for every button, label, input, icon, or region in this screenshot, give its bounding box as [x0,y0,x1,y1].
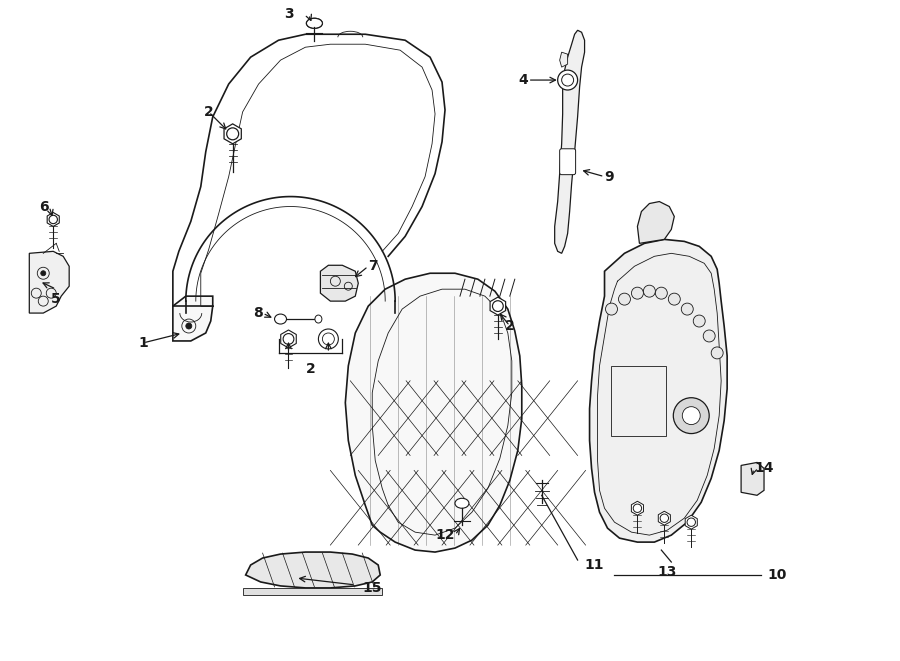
Circle shape [319,329,338,349]
Circle shape [693,315,706,327]
Polygon shape [560,52,568,67]
Circle shape [322,333,335,345]
Ellipse shape [306,19,322,28]
Text: 3: 3 [284,7,293,21]
Circle shape [681,303,693,315]
Text: 7: 7 [368,259,378,273]
Circle shape [185,323,192,329]
Polygon shape [741,463,764,495]
Text: 1: 1 [138,336,148,350]
Text: 11: 11 [585,558,604,572]
Text: 2: 2 [505,319,515,333]
Polygon shape [30,251,69,313]
Polygon shape [246,552,380,588]
Polygon shape [320,265,358,301]
Bar [611,366,666,436]
Circle shape [703,330,716,342]
Polygon shape [281,330,296,348]
Circle shape [562,74,573,86]
Circle shape [606,303,617,315]
Circle shape [669,293,680,305]
Text: 15: 15 [363,581,382,595]
Ellipse shape [315,315,322,323]
Text: 5: 5 [51,292,61,306]
Text: 14: 14 [754,461,774,475]
Text: 13: 13 [658,565,677,579]
Polygon shape [637,202,674,243]
Polygon shape [243,588,382,595]
Circle shape [558,70,578,90]
Circle shape [40,271,46,276]
Text: 2: 2 [204,105,213,119]
Circle shape [673,398,709,434]
Polygon shape [173,296,212,341]
Text: 12: 12 [436,528,455,542]
Text: 8: 8 [253,306,263,320]
Polygon shape [590,239,727,542]
Circle shape [655,287,667,299]
FancyBboxPatch shape [560,149,576,175]
Polygon shape [658,511,670,525]
Circle shape [632,287,644,299]
Polygon shape [224,124,241,144]
Text: 10: 10 [767,568,787,582]
Circle shape [644,285,655,297]
Circle shape [711,347,724,359]
Text: 4: 4 [518,73,527,87]
Polygon shape [47,212,59,227]
Polygon shape [685,515,698,529]
Polygon shape [554,30,585,253]
Ellipse shape [306,19,322,28]
Circle shape [618,293,630,305]
Circle shape [682,407,700,424]
Polygon shape [346,273,522,552]
Text: 6: 6 [40,200,50,214]
Text: 2: 2 [306,362,315,376]
Ellipse shape [455,498,469,508]
Ellipse shape [274,314,286,324]
Text: 9: 9 [605,170,614,184]
Polygon shape [632,501,644,515]
Polygon shape [491,297,506,315]
